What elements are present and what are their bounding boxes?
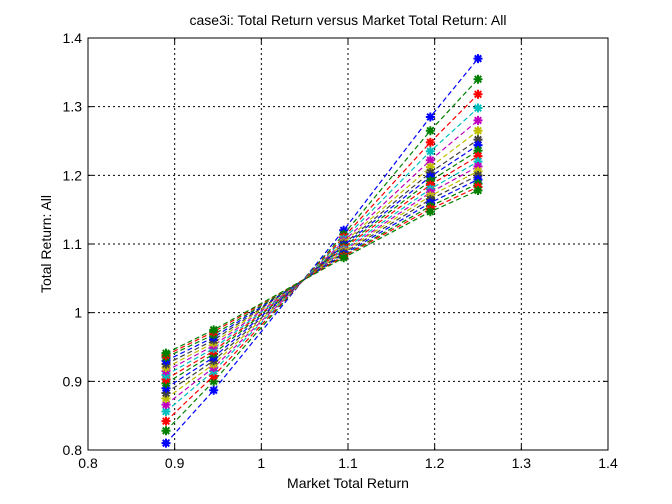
data-point-marker: [425, 112, 435, 122]
data-point-marker: [161, 407, 171, 417]
data-point-marker: [161, 400, 171, 410]
data-point-marker: [161, 426, 171, 436]
data-point-marker: [209, 371, 219, 381]
y-tick-label: 1.4: [63, 30, 83, 46]
series-group: [161, 54, 483, 448]
data-point-marker: [161, 394, 171, 403]
chart-title: case3i: Total Return versus Market Total…: [190, 12, 507, 28]
data-point-marker: [425, 207, 435, 217]
data-point-marker: [209, 376, 219, 386]
data-point-marker: [473, 185, 483, 195]
data-point-marker: [425, 155, 435, 165]
data-point-marker: [209, 325, 219, 335]
data-point-marker: [161, 383, 171, 393]
x-tick-label: 1.1: [338, 455, 358, 471]
data-point-marker: [473, 157, 483, 167]
x-axis-label: Market Total Return: [287, 475, 409, 491]
series-line: [165, 107, 479, 413]
data-point-marker: [473, 135, 483, 145]
data-point-marker: [161, 438, 171, 448]
y-tick-label: 1: [74, 305, 82, 321]
data-point-marker: [473, 146, 483, 156]
data-point-marker: [473, 126, 483, 136]
series-line: [165, 93, 479, 422]
y-tick-label: 1.1: [63, 236, 83, 252]
x-tick-label: 0.9: [165, 455, 185, 471]
x-tick-label: 1.2: [425, 455, 445, 471]
x-tick-label: 1.4: [598, 455, 618, 471]
x-tick-label: 1.3: [512, 455, 532, 471]
data-point-marker: [473, 74, 483, 84]
data-point-marker: [473, 115, 483, 125]
x-tick-label: 1: [257, 455, 265, 471]
data-point-marker: [425, 162, 435, 172]
y-axis-label: Total Return: All: [38, 195, 54, 293]
y-tick-label: 1.2: [63, 167, 83, 183]
data-point-marker: [473, 103, 483, 113]
data-point-marker: [473, 161, 483, 171]
series-line: [165, 178, 479, 362]
data-point-marker: [425, 137, 435, 147]
data-series: [161, 185, 483, 358]
data-point-marker: [473, 89, 483, 99]
y-tick-label: 1.3: [63, 99, 83, 115]
axis-ticks: 0.8 0.9 1 1.1 1.2 1.3 1.4 0.8 0.9 1 1.1 1.2 1.3 1.4: [63, 30, 618, 471]
data-point-marker: [473, 54, 483, 64]
x-tick-label: 0.8: [78, 455, 98, 471]
data-point-marker: [425, 146, 435, 156]
data-point-marker: [161, 388, 171, 398]
data-point-marker: [209, 385, 219, 395]
data-point-marker: [161, 348, 171, 358]
series-line: [165, 155, 479, 380]
data-point-marker: [473, 151, 483, 161]
data-point-marker: [339, 253, 349, 263]
y-tick-label: 0.9: [63, 373, 83, 389]
data-point-marker: [425, 126, 435, 136]
y-tick-label: 0.8: [63, 442, 83, 458]
series-line: [165, 165, 479, 372]
data-point-marker: [161, 416, 171, 426]
data-point-marker: [473, 140, 483, 150]
